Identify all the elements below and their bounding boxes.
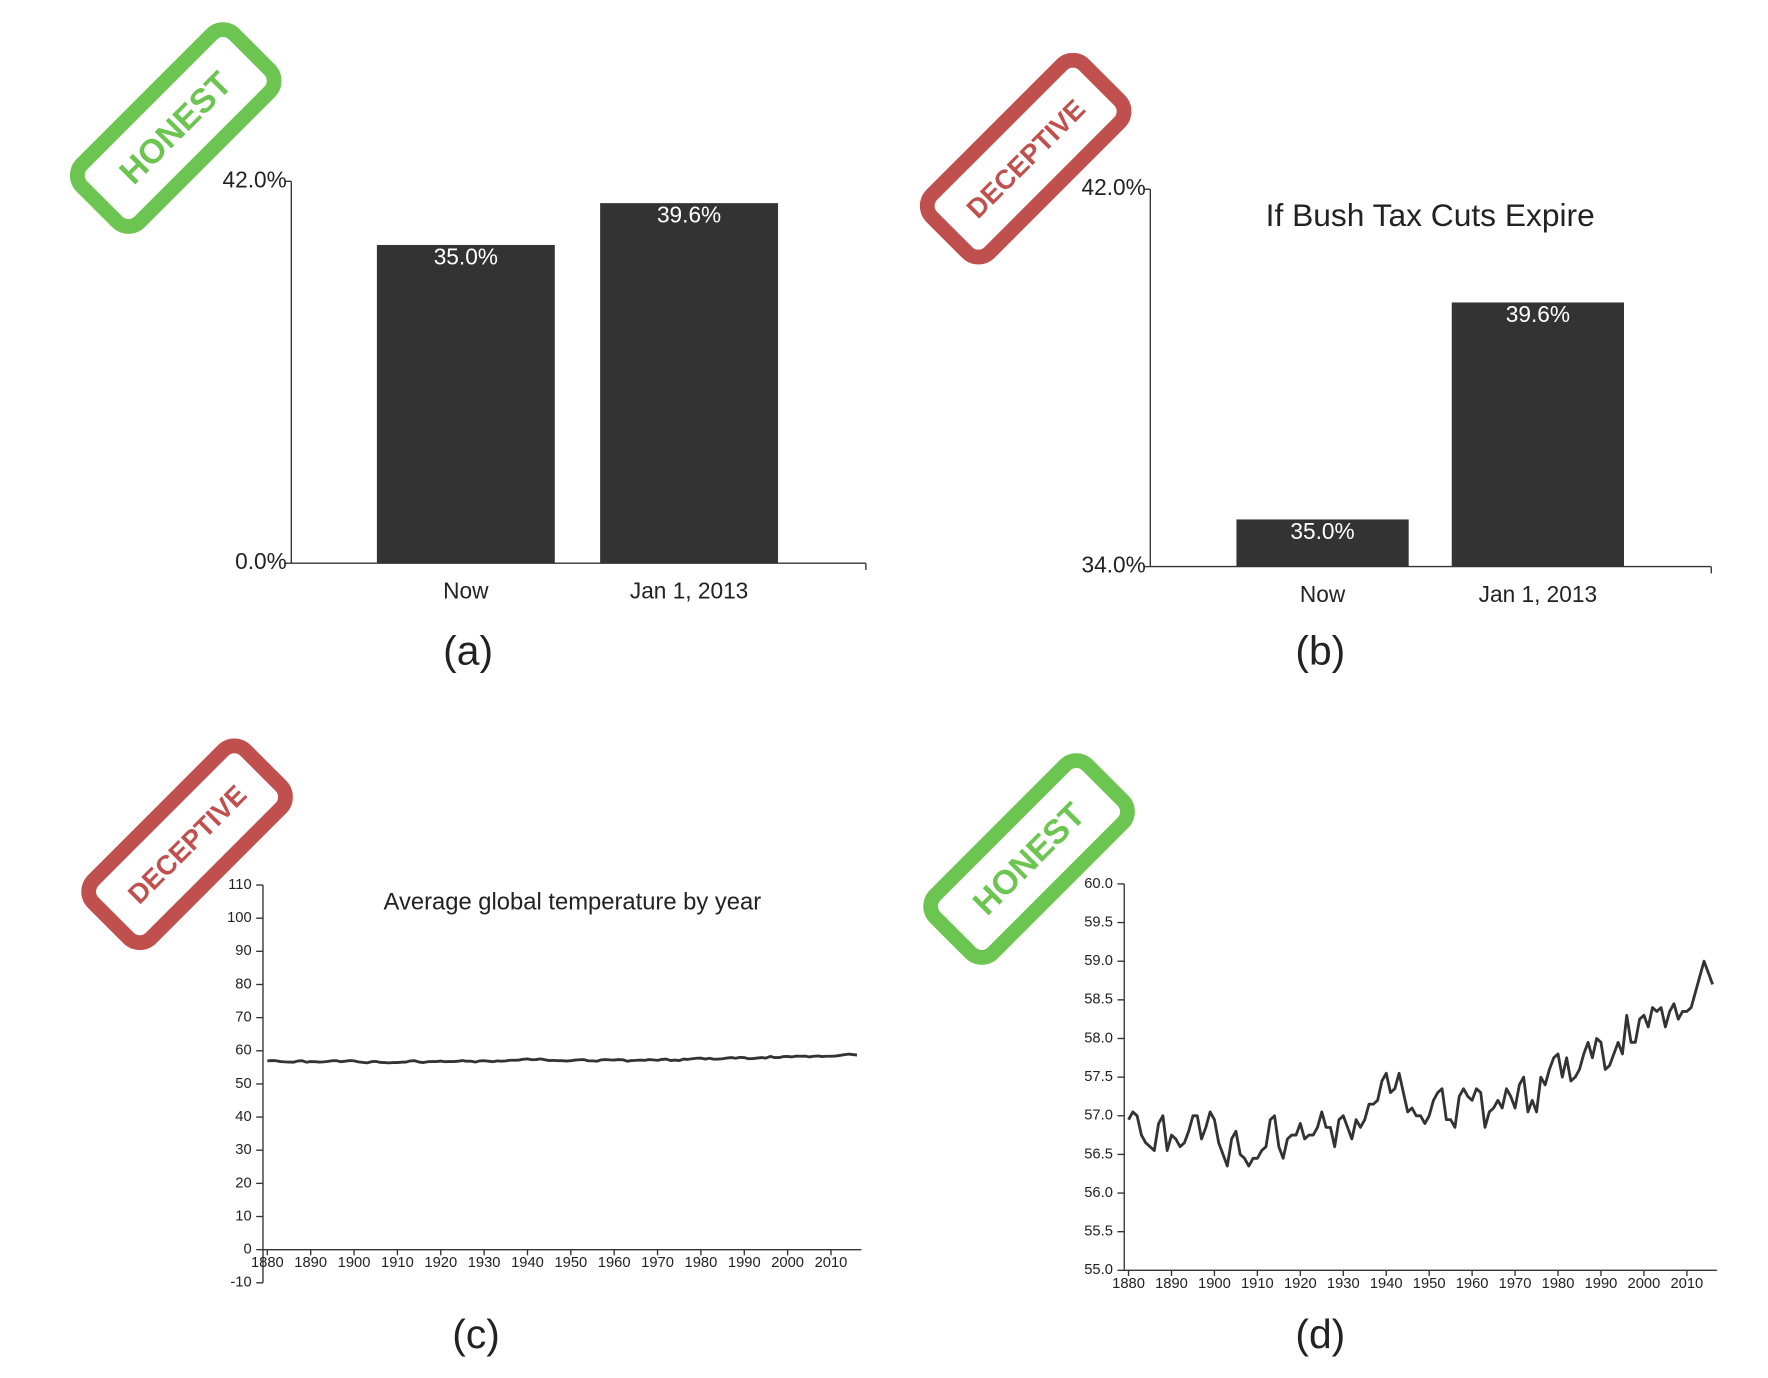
x-tick-label: 1880 — [1112, 1276, 1145, 1292]
x-tick-label: 1970 — [641, 1255, 674, 1271]
y-tick-label: 56.0 — [1084, 1185, 1113, 1201]
x-tick-label: 1890 — [294, 1255, 327, 1271]
x-tick-label: 1970 — [1499, 1276, 1532, 1292]
value-label: 35.0% — [434, 244, 498, 270]
stamp: HONEST — [69, 22, 282, 234]
y-tick-label: 57.5 — [1084, 1069, 1113, 1085]
x-tick-label: 1930 — [468, 1255, 501, 1271]
bar — [600, 203, 779, 564]
y-tick-label: -10 — [230, 1275, 251, 1291]
caption: (d) — [1295, 1311, 1345, 1357]
y-tick-label: 34.0% — [1082, 552, 1146, 578]
x-tick-label: 1940 — [511, 1255, 544, 1271]
x-tick-label: 2000 — [771, 1255, 804, 1271]
x-tick-label: 1940 — [1370, 1276, 1403, 1292]
x-tick-label: 2000 — [1628, 1276, 1661, 1292]
x-tick-label: 1890 — [1155, 1276, 1188, 1292]
y-tick-label: 58.5 — [1084, 992, 1113, 1008]
x-tick-label: 1960 — [598, 1255, 631, 1271]
stamp-border — [919, 52, 1132, 265]
y-tick-label: 42.0% — [223, 166, 287, 192]
x-tick-label: 1900 — [338, 1255, 371, 1271]
stamp-border — [81, 738, 293, 951]
stamp: HONEST — [923, 753, 1135, 965]
caption: (a) — [443, 628, 493, 674]
y-tick-label: 0 — [243, 1242, 251, 1258]
x-tick-label: 1910 — [381, 1255, 414, 1271]
value-label: 35.0% — [1290, 518, 1354, 544]
y-tick-label: 90 — [235, 943, 251, 959]
bar — [376, 244, 555, 564]
y-tick-label: 20 — [235, 1175, 251, 1191]
stamp-text: HONEST — [966, 795, 1093, 922]
y-tick-label: 56.5 — [1084, 1146, 1113, 1162]
value-label: 39.6% — [657, 202, 721, 228]
x-tick-label: 1880 — [251, 1255, 284, 1271]
x-tick-label: 1960 — [1456, 1276, 1489, 1292]
y-tick-label: 40 — [235, 1109, 251, 1125]
y-tick-label: 30 — [235, 1142, 251, 1158]
caption: (c) — [452, 1311, 500, 1357]
x-tick-label: 1990 — [728, 1255, 761, 1271]
y-tick-label: 100 — [227, 910, 252, 926]
y-tick-label: 57.0 — [1084, 1108, 1113, 1124]
stamp-text: HONEST — [112, 65, 239, 192]
line — [1127, 959, 1714, 1168]
x-tick-label: Now — [443, 578, 489, 604]
x-tick-label: 1910 — [1241, 1276, 1274, 1292]
y-tick-label: 60.0 — [1084, 876, 1113, 892]
x-tick-label: 1950 — [554, 1255, 587, 1271]
y-tick-label: 59.5 — [1084, 914, 1113, 930]
y-tick-label: 50 — [235, 1076, 251, 1092]
x-tick-label: Now — [1300, 581, 1346, 607]
x-tick-label: Jan 1, 2013 — [630, 578, 748, 604]
y-tick-label: 110 — [228, 877, 251, 893]
x-tick-label: 1920 — [1284, 1276, 1317, 1292]
x-tick-label: 1950 — [1413, 1276, 1446, 1292]
x-tick-label: 2010 — [815, 1255, 848, 1271]
x-tick-label: 1990 — [1585, 1276, 1618, 1292]
x-tick-label: 1980 — [1542, 1276, 1575, 1292]
line — [267, 1052, 858, 1065]
caption: (b) — [1295, 628, 1345, 674]
stamp-text: DECEPTIVE — [960, 93, 1091, 224]
y-tick-label: 60 — [235, 1043, 251, 1059]
chart-title: If Bush Tax Cuts Expire — [1266, 197, 1595, 233]
x-tick-label: 1930 — [1327, 1276, 1360, 1292]
bar — [1236, 519, 1409, 567]
y-tick-label: 55.5 — [1084, 1224, 1113, 1240]
bar — [1451, 302, 1624, 567]
x-tick-label: 1980 — [685, 1255, 718, 1271]
x-tick-label: 1900 — [1198, 1276, 1231, 1292]
stamp-border — [923, 753, 1135, 965]
y-tick-label: 0.0% — [235, 548, 287, 574]
stamp: DECEPTIVE — [919, 52, 1132, 265]
y-tick-label: 58.0 — [1084, 1030, 1113, 1046]
stamp-border — [69, 22, 282, 234]
y-tick-label: 55.0 — [1084, 1262, 1113, 1278]
y-tick-label: 80 — [235, 976, 251, 992]
value-label: 39.6% — [1506, 301, 1570, 327]
y-tick-label: 59.0 — [1084, 953, 1113, 969]
x-tick-label: Jan 1, 2013 — [1479, 581, 1597, 607]
y-tick-label: 70 — [235, 1010, 251, 1026]
x-tick-label: 2010 — [1670, 1276, 1703, 1292]
y-tick-label: 10 — [235, 1208, 251, 1224]
x-tick-label: 1920 — [424, 1255, 457, 1271]
y-tick-label: 42.0% — [1082, 174, 1146, 200]
chart-title: Average global temperature by year — [384, 888, 762, 915]
